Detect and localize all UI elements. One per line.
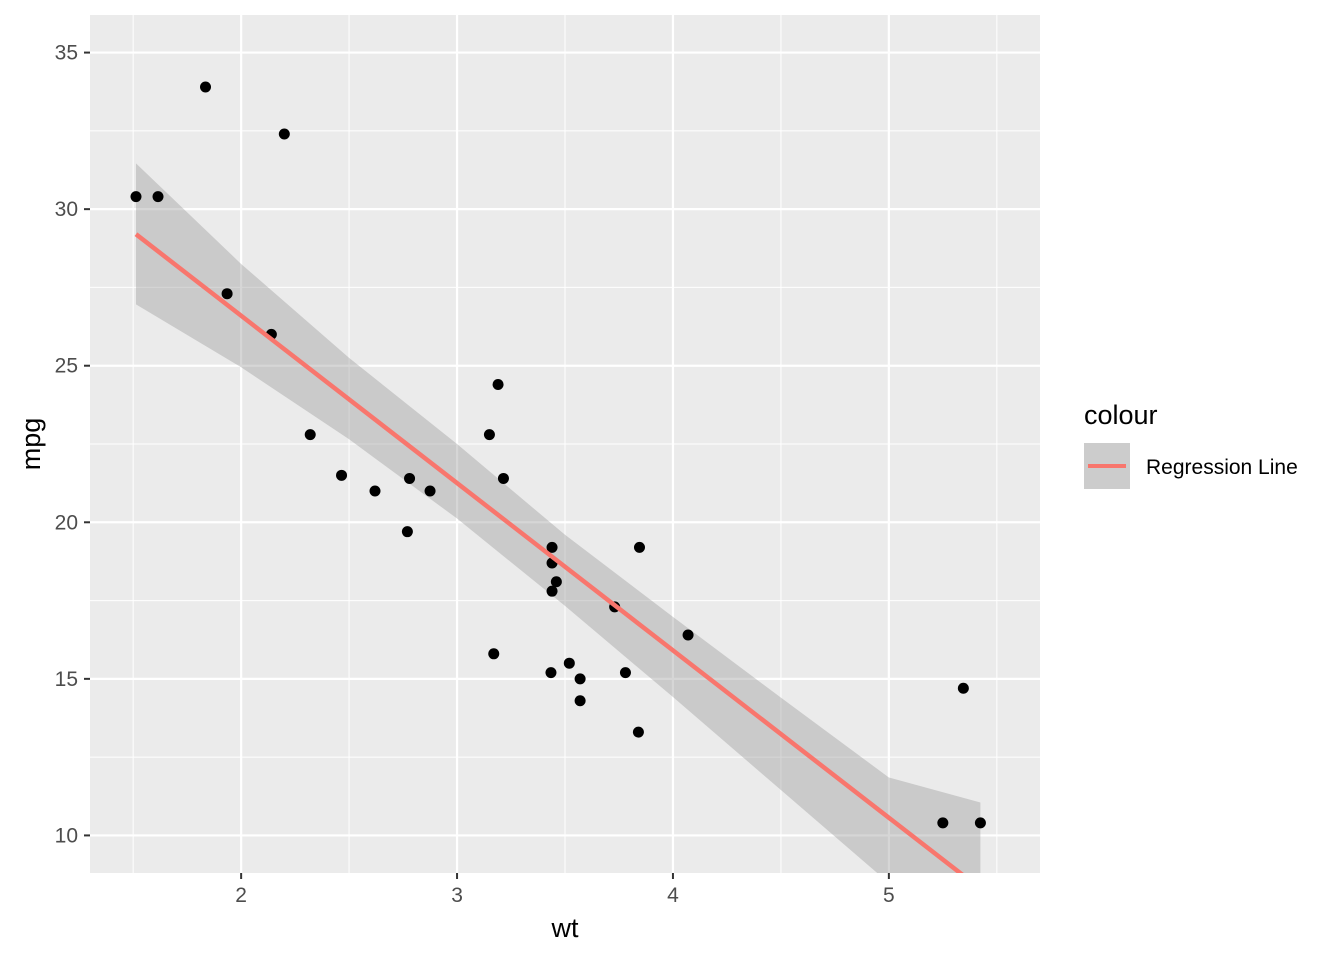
data-point (563, 657, 575, 669)
data-point (404, 472, 416, 484)
x-axis-title: wt (551, 913, 579, 943)
x-axis: 2 3 4 5 (235, 873, 895, 907)
y-tick-label: 35 (55, 42, 78, 65)
data-point (424, 485, 436, 497)
legend-title: colour (1084, 400, 1158, 430)
confidence-band (135, 163, 981, 873)
data-point (497, 472, 509, 484)
data-point (546, 541, 558, 553)
regression-line (134, 232, 964, 873)
data-point (574, 673, 586, 685)
data-point (632, 726, 644, 738)
y-tick-label: 30 (55, 198, 78, 221)
data-point (633, 541, 645, 553)
x-tick-label: 2 (235, 884, 247, 907)
data-point (492, 379, 504, 391)
data-point (619, 667, 631, 679)
x-tick-label: 3 (451, 884, 463, 907)
legend: colour Regression Line (1084, 400, 1298, 489)
y-tick-label: 25 (55, 355, 78, 378)
regression-line-layer (134, 232, 964, 873)
major-gridlines (90, 15, 1040, 873)
data-point (304, 429, 316, 441)
y-tick-label: 10 (55, 824, 78, 847)
data-point (483, 429, 495, 441)
data-point (369, 485, 381, 497)
data-point (401, 526, 413, 538)
data-point (574, 695, 586, 707)
data-point (130, 191, 142, 203)
y-axis: 10 15 20 25 30 35 (55, 42, 90, 847)
data-point (200, 81, 212, 93)
data-point (937, 817, 949, 829)
data-point (152, 191, 164, 203)
data-point (488, 648, 500, 660)
legend-label: Regression Line (1146, 456, 1298, 479)
data-point (682, 629, 694, 641)
y-axis-title: mpg (16, 418, 46, 471)
data-point (546, 585, 558, 597)
y-tick-label: 20 (55, 511, 78, 534)
x-tick-label: 5 (883, 884, 895, 907)
data-point (278, 128, 290, 140)
data-point (336, 469, 348, 481)
confidence-band-layer (135, 163, 981, 873)
minor-gridlines (90, 15, 1040, 873)
data-point (545, 667, 557, 679)
data-point (974, 817, 986, 829)
y-tick-label: 15 (55, 668, 78, 691)
data-point (957, 682, 969, 694)
data-point (550, 576, 562, 588)
data-point (221, 288, 233, 300)
x-tick-label: 4 (667, 884, 679, 907)
